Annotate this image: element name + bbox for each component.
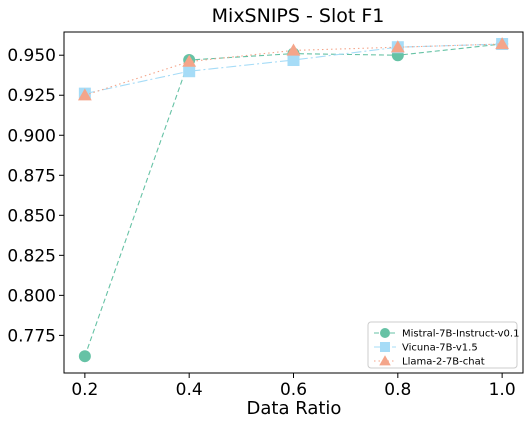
data-point — [287, 54, 300, 67]
legend-item-llama-2-7b-chat: Llama-2-7B-chat — [374, 355, 485, 368]
series-llama-2-7b-chat — [77, 37, 510, 101]
x-axis: 0.2 0.4 0.6 0.8 1.0 — [71, 373, 516, 400]
data-point — [182, 54, 197, 67]
y-tick-label: 0.900 — [7, 126, 56, 146]
x-axis-label: Data Ratio — [247, 398, 342, 419]
data-point — [390, 40, 405, 53]
legend-item-mistral-7b-instruct-v0-1: Mistral-7B-Instruct-v0.1 — [374, 328, 519, 340]
x-tick-label: 0.4 — [176, 380, 203, 400]
y-tick-label: 0.950 — [7, 46, 56, 66]
legend-label: Llama-2-7B-chat — [402, 357, 485, 368]
legend-marker — [380, 342, 390, 352]
series-layer — [77, 37, 510, 363]
y-tick-label: 0.875 — [7, 166, 56, 186]
y-tick-label: 0.825 — [7, 246, 56, 266]
legend-label: Mistral-7B-Instruct-v0.1 — [402, 329, 519, 340]
y-axis: 0.775 0.800 0.825 0.850 0.875 0.900 0.925 0.950 — [7, 46, 64, 346]
series-line — [84, 43, 503, 357]
x-tick-label: 1.0 — [489, 380, 516, 400]
series-mistral-7b-instruct-v0-1 — [78, 38, 509, 363]
legend: Mistral-7B-Instruct-v0.1 Vicuna-7B-v1.5 Ll… — [367, 321, 519, 369]
y-tick-label: 0.775 — [7, 326, 56, 346]
x-tick-label: 0.8 — [384, 380, 411, 400]
chart-title: MixSNIPS - Slot F1 — [212, 5, 385, 27]
legend-box — [367, 321, 518, 369]
legend-label: Vicuna-7B-v1.5 — [402, 343, 478, 354]
y-tick-label: 0.800 — [7, 286, 56, 306]
legend-item-vicuna-7b-v1-5: Vicuna-7B-v1.5 — [374, 342, 478, 354]
legend-marker — [380, 328, 390, 338]
data-point — [183, 65, 196, 78]
x-tick-label: 0.2 — [71, 380, 98, 400]
x-tick-label: 0.6 — [280, 380, 307, 400]
y-tick-label: 0.850 — [7, 206, 56, 226]
legend-marker — [379, 355, 391, 366]
series-line — [84, 43, 503, 96]
y-tick-label: 0.925 — [7, 86, 56, 106]
data-point — [77, 88, 92, 101]
data-point — [78, 350, 91, 363]
data-point — [495, 37, 510, 50]
data-point — [286, 43, 301, 56]
